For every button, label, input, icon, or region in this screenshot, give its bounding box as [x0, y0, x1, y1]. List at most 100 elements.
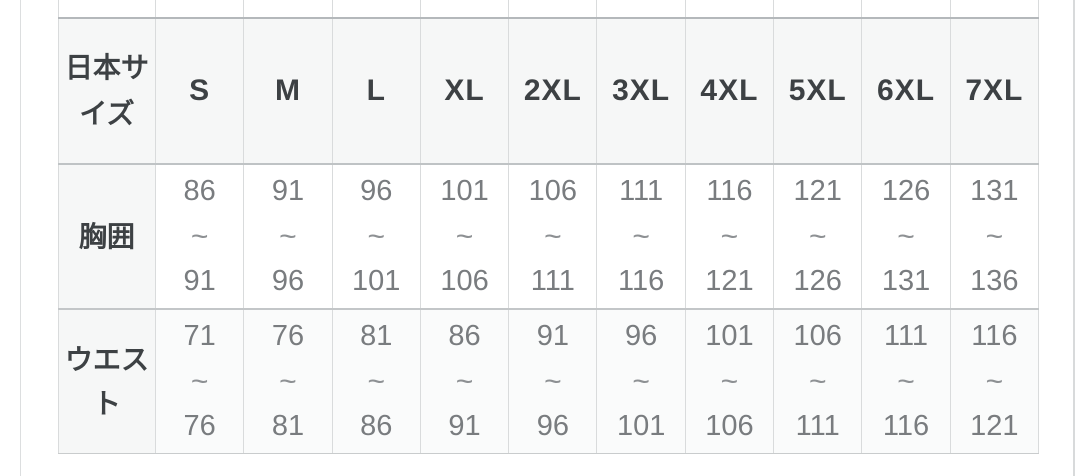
range-from: 81 [360, 320, 393, 352]
clipped-cell [861, 0, 951, 19]
range-separator: ~ [367, 365, 385, 398]
waist-range-l: 81 ~86 [331, 309, 421, 454]
chest-range-4xl: 116 ~121 [684, 164, 775, 310]
clipped-cell [773, 0, 863, 19]
range-separator: ~ [367, 220, 385, 253]
size-header-4xl: 4XL [684, 18, 775, 165]
range-to: 91 [448, 410, 481, 442]
range-from: 131 [970, 175, 1019, 207]
range-to: 86 [360, 410, 393, 442]
chest-range-2xl: 106 ~111 [508, 164, 598, 310]
size-header-l: L [331, 18, 421, 165]
size-header-5xl: 5XL [773, 18, 863, 165]
waist-range-xl: 86 ~91 [419, 309, 510, 454]
range-separator: ~ [632, 220, 650, 253]
size-header-7xl: 7XL [949, 18, 1040, 165]
chest-range-l: 96 ~101 [331, 164, 421, 310]
size-chart-table: 日本サイズ S M L XL 2XL 3XL 4XL 5XL 6XL 7XL 胸囲 86 ~91 91… [58, 0, 1040, 454]
range-from: 101 [440, 175, 489, 207]
range-separator: ~ [897, 365, 915, 398]
range-from: 101 [705, 320, 754, 352]
waist-range-m: 76 ~81 [243, 309, 333, 454]
chest-range-6xl: 126 ~131 [861, 164, 951, 310]
japan-size-header: 日本サイズ [58, 18, 156, 165]
range-separator: ~ [544, 365, 562, 398]
size-header-row: 日本サイズ S M L XL 2XL 3XL 4XL 5XL 6XL 7XL [58, 18, 1040, 165]
range-from: 126 [881, 175, 931, 207]
waist-range-4xl: 101 ~106 [684, 309, 775, 454]
range-separator: ~ [985, 220, 1004, 253]
range-from: 76 [271, 320, 305, 352]
left-edge-line [20, 0, 21, 476]
range-separator: ~ [455, 365, 474, 398]
size-header-3xl: 3XL [596, 18, 686, 165]
size-header-s: S [154, 18, 245, 165]
waist-range-5xl: 106 ~111 [773, 309, 863, 454]
range-to: 111 [530, 265, 575, 297]
range-to: 126 [793, 265, 842, 297]
range-separator: ~ [279, 365, 297, 398]
range-to: 81 [271, 410, 305, 442]
range-separator: ~ [279, 220, 297, 253]
range-from: 106 [793, 320, 842, 352]
clipped-cell [58, 0, 156, 19]
range-from: 96 [625, 320, 658, 352]
clipped-cell [331, 0, 421, 19]
range-to: 76 [183, 410, 216, 442]
range-from: 91 [271, 175, 305, 207]
range-separator: ~ [985, 365, 1004, 398]
range-separator: ~ [720, 365, 739, 398]
waist-range-6xl: 111 ~116 [861, 309, 951, 454]
range-from: 106 [528, 175, 578, 207]
range-from: 91 [536, 320, 569, 352]
clipped-cell [154, 0, 245, 19]
chest-range-s: 86 ~91 [154, 164, 245, 310]
range-to: 116 [882, 410, 930, 442]
range-from: 111 [883, 320, 929, 352]
range-to: 121 [970, 410, 1019, 442]
range-to: 116 [618, 265, 665, 297]
clipped-top-row [58, 0, 1040, 19]
waist-range-2xl: 91 ~96 [508, 309, 598, 454]
waist-row-header: ウエスト [58, 309, 156, 454]
range-from: 116 [971, 320, 1018, 352]
range-from: 116 [706, 175, 753, 207]
range-separator: ~ [808, 365, 827, 398]
range-from: 121 [793, 175, 842, 207]
waist-range-7xl: 116 ~121 [949, 309, 1040, 454]
range-to: 121 [705, 265, 754, 297]
size-header-2xl: 2XL [508, 18, 598, 165]
waist-range-s: 71 ~76 [154, 309, 245, 454]
range-to: 96 [271, 265, 305, 297]
chest-row-header: 胸囲 [58, 164, 156, 310]
size-header-xl: XL [419, 18, 510, 165]
chest-range-7xl: 131 ~136 [949, 164, 1040, 310]
size-header-6xl: 6XL [861, 18, 951, 165]
range-from: 86 [448, 320, 481, 352]
waist-row: ウエスト 71 ~76 76 ~81 81 ~86 86 ~91 91 ~96 96 ~101 101 ~… [58, 309, 1040, 454]
range-to: 111 [795, 410, 840, 442]
waist-range-3xl: 96 ~101 [596, 309, 686, 454]
clipped-cell [949, 0, 1040, 19]
clipped-cell [419, 0, 510, 19]
chest-range-m: 91 ~96 [243, 164, 333, 310]
size-header-m: M [243, 18, 333, 165]
range-to: 96 [536, 410, 569, 442]
range-separator: ~ [897, 220, 915, 253]
chest-range-3xl: 111 ~116 [596, 164, 686, 310]
range-from: 96 [360, 175, 393, 207]
clipped-cell [684, 0, 775, 19]
chest-range-5xl: 121 ~126 [773, 164, 863, 310]
range-to: 91 [183, 265, 216, 297]
range-separator: ~ [808, 220, 827, 253]
chest-row: 胸囲 86 ~91 91 ~96 96 ~101 101 ~106 106 ~111 111 ~116… [58, 164, 1040, 310]
range-separator: ~ [632, 365, 650, 398]
right-edge-line [1073, 0, 1075, 476]
range-to: 106 [440, 265, 489, 297]
range-to: 136 [970, 265, 1019, 297]
range-to: 106 [705, 410, 754, 442]
clipped-cell [243, 0, 333, 19]
range-separator: ~ [544, 220, 562, 253]
range-separator: ~ [455, 220, 474, 253]
